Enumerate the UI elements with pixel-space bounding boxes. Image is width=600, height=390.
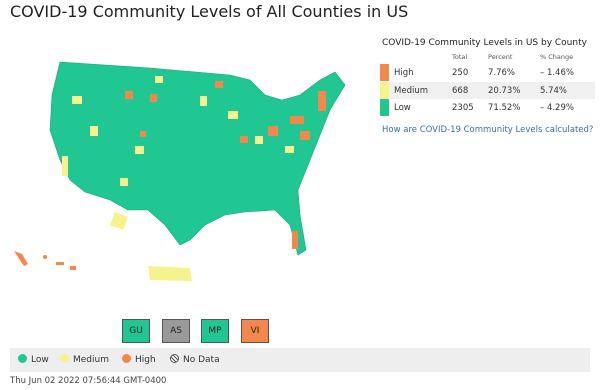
- legend-label: Low: [31, 355, 49, 365]
- level-swatch: [380, 99, 389, 116]
- info-link[interactable]: How are COVID-19 Community Levels calcul…: [382, 125, 594, 135]
- legend-label: No Data: [183, 355, 220, 365]
- territory-box: MP: [201, 319, 229, 343]
- table-title: COVID-19 Community Levels in US by Count…: [382, 38, 587, 48]
- total: 250: [452, 68, 469, 78]
- territory-box: GU: [122, 319, 150, 343]
- column-header: Total: [452, 53, 468, 61]
- table-row: Medium 668 20.73% 5.74%: [380, 81, 595, 99]
- us-map: [14, 61, 345, 281]
- legend-label: Medium: [73, 355, 109, 365]
- legend-dot: [60, 354, 69, 363]
- high-areas: [14, 81, 326, 270]
- page-title: COVID-19 Community Levels of All Countie…: [10, 2, 409, 21]
- legend-item: Low: [18, 354, 49, 365]
- legend-item: High: [122, 354, 156, 365]
- percent: 7.76%: [488, 68, 516, 78]
- percent: 20.73%: [488, 85, 521, 96]
- level-name: Low: [394, 103, 411, 113]
- timestamp: Thu Jun 02 2022 07:56:44 GMT-0400: [10, 376, 167, 386]
- column-header: Percent: [488, 53, 513, 61]
- legend-dot: [18, 354, 27, 363]
- territory-box: VI: [241, 319, 269, 343]
- legend-item: No Data: [170, 354, 220, 365]
- change: 5.74%: [540, 85, 568, 96]
- percent: 71.52%: [488, 103, 521, 113]
- level-name: Medium: [394, 85, 428, 96]
- legend: Low Medium High No Data: [10, 348, 590, 372]
- level-swatch: [380, 81, 389, 99]
- level-swatch: [380, 64, 389, 81]
- table-row: High 250 7.76% – 1.46%: [380, 64, 595, 81]
- legend-dot: [170, 354, 179, 363]
- column-header: % Change: [540, 53, 574, 61]
- total: 2305: [452, 103, 474, 113]
- change: – 4.29%: [540, 103, 574, 113]
- medium-areas: [62, 76, 294, 281]
- territory-box: AS: [162, 319, 190, 343]
- contiguous-us: [49, 61, 345, 256]
- total: 668: [452, 85, 469, 96]
- legend-label: High: [135, 355, 156, 365]
- change: – 1.46%: [540, 68, 574, 78]
- legend-dot: [122, 354, 131, 363]
- table-row: Low 2305 71.52% – 4.29%: [380, 99, 595, 116]
- legend-item: Medium: [60, 354, 109, 365]
- level-name: High: [394, 68, 414, 78]
